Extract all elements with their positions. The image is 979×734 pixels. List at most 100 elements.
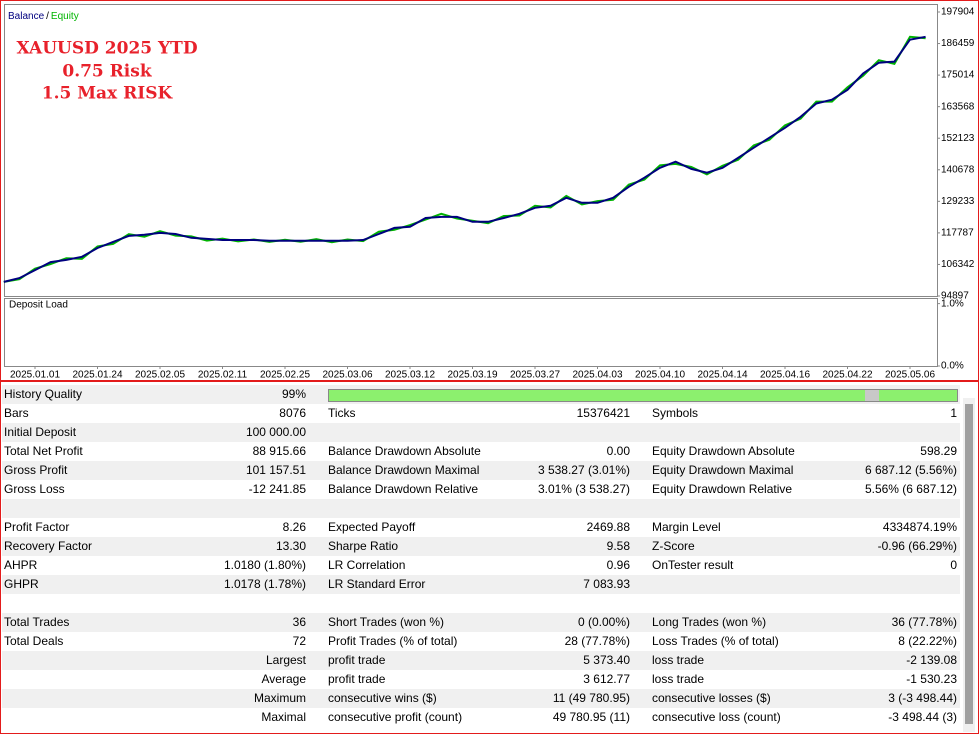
table-cell: 49 780.95 (11) — [552, 710, 630, 724]
table-row: AHPR 1.0180 (1.80%) LR Correlation 0.96 OnTe… — [2, 556, 960, 575]
table-row: Total Trades 36 Short Trades (won %) 0 (0.0… — [2, 613, 960, 632]
chart: Balance / Equity XAUUSD 2025 YTD 0.75 Risk… — [0, 0, 979, 381]
deposit-panel — [4, 298, 938, 367]
table-cell: -0.96 (66.29%) — [877, 539, 957, 553]
table-cell: 5 373.40 — [583, 653, 630, 667]
table-cell: profit trade — [328, 672, 386, 686]
annotation: 0.75 Risk — [62, 62, 152, 82]
table-row: GHPR 1.0178 (1.78%) LR Standard Error 7 083… — [2, 575, 960, 594]
table-cell: 15376421 — [576, 406, 630, 420]
table-cell: Balance Drawdown Relative — [328, 482, 479, 496]
table-cell: loss trade — [652, 672, 705, 686]
legend-balance: Balance — [8, 11, 45, 22]
y-tick-label: 152123 — [941, 133, 975, 144]
x-tick-label: 2025.05.06 — [885, 370, 935, 381]
x-tick-label: 2025.03.19 — [447, 370, 497, 381]
table-cell: Gross Profit — [4, 463, 68, 477]
table-cell: 0.00 — [606, 444, 630, 458]
y-tick-label: 0.0% — [941, 361, 964, 372]
table-cell: 6 687.12 (5.56%) — [864, 463, 957, 477]
table-cell: Total Trades — [4, 615, 70, 629]
table-cell: 598.29 — [920, 444, 957, 458]
x-tick-label: 2025.01.24 — [72, 370, 122, 381]
table-row — [2, 594, 960, 613]
x-tick-label: 2025.03.12 — [385, 370, 435, 381]
table-cell: 3.01% (3 538.27) — [537, 482, 630, 496]
table-cell: 1 — [950, 406, 957, 420]
table-cell: Maximal — [261, 710, 306, 724]
table-cell: 7 083.93 — [583, 577, 630, 591]
table-cell: consecutive profit (count) — [328, 710, 463, 724]
table-row: Recovery Factor 13.30 Sharpe Ratio 9.58 Z-Sc… — [2, 537, 960, 556]
table-cell: 36 — [292, 615, 306, 629]
table-cell: 5.56% (6 687.12) — [864, 482, 957, 496]
table-cell: Expected Payoff — [328, 520, 416, 534]
table-cell: 3 612.77 — [583, 672, 630, 686]
table-cell: 100 000.00 — [245, 425, 306, 439]
table-cell: Short Trades (won %) — [328, 615, 445, 629]
table-cell: 101 157.51 — [245, 463, 306, 477]
y-tick-label: 197904 — [941, 7, 975, 18]
table-cell: Bars — [4, 406, 29, 420]
annotation: XAUUSD 2025 YTD — [16, 39, 197, 59]
table-row: Gross Profit 101 157.51 Balance Drawdown M… — [2, 461, 960, 480]
table-cell: 1.0178 (1.78%) — [223, 577, 306, 591]
x-tick-label: 2025.04.10 — [635, 370, 685, 381]
table-cell: 8 (22.22%) — [898, 634, 957, 648]
table-row: Largest profit trade 5 373.40 loss trade -2 … — [2, 651, 960, 670]
x-tick-label: 2025.04.22 — [822, 370, 872, 381]
table-cell: Total Deals — [4, 634, 64, 648]
table-row: Average profit trade 3 612.77 loss trade -1 … — [2, 670, 960, 689]
table-cell: 2469.88 — [586, 520, 630, 534]
table-cell: 9.58 — [606, 539, 630, 553]
table-row: Gross Loss -12 241.85 Balance Drawdown Rel… — [2, 480, 960, 499]
table-cell: consecutive wins ($) — [328, 691, 437, 705]
table-cell: Average — [261, 672, 306, 686]
scrollbar[interactable] — [963, 398, 975, 732]
table-cell: Total Net Profit — [4, 444, 83, 458]
table-cell: LR Correlation — [328, 558, 406, 572]
x-tick-label: 2025.04.16 — [760, 370, 810, 381]
y-tick-label: 129233 — [941, 196, 975, 207]
table-row: Initial Deposit 100 000.00 — [2, 423, 960, 442]
table-cell: Symbols — [652, 406, 699, 420]
table-cell: Loss Trades (% of total) — [652, 634, 779, 648]
x-tick-label: 2025.03.27 — [510, 370, 560, 381]
table-cell: Z-Score — [652, 539, 695, 553]
y-tick-label: 94897 — [941, 291, 969, 302]
table-cell: AHPR — [4, 558, 38, 572]
table-cell: 72 — [292, 634, 306, 648]
table-cell: -2 139.08 — [906, 653, 957, 667]
table-cell: 4334874.19% — [882, 520, 957, 534]
table-cell: Largest — [265, 653, 306, 667]
table-cell: History Quality — [4, 387, 83, 401]
table-cell: 99% — [281, 387, 306, 401]
table-cell: 3 (-3 498.44) — [888, 691, 957, 705]
table-cell: 13.30 — [275, 539, 306, 553]
quality-bar — [328, 389, 958, 402]
report: History Quality 99% Bars 8076 Ticks 15376421 S… — [0, 381, 979, 734]
table-cell: Balance Drawdown Absolute — [328, 444, 481, 458]
panel-title: Deposit Load — [9, 300, 68, 311]
table-cell: Sharpe Ratio — [328, 539, 399, 553]
table-cell: 1.0180 (1.80%) — [223, 558, 306, 572]
table-cell: Initial Deposit — [4, 425, 77, 439]
legend-sep: / — [46, 11, 49, 22]
table-cell: 8.26 — [282, 520, 306, 534]
y-tick-label: 163568 — [941, 101, 975, 112]
table-cell: profit trade — [328, 653, 386, 667]
scroll-thumb[interactable] — [965, 404, 973, 724]
table-cell: Maximum — [253, 691, 306, 705]
table-cell: Equity Drawdown Relative — [652, 482, 793, 496]
y-tick-label: 140678 — [941, 164, 975, 175]
table-cell: Ticks — [328, 406, 356, 420]
table-cell: loss trade — [652, 653, 705, 667]
table-cell: Profit Trades (% of total) — [328, 634, 458, 648]
table-cell: Equity Drawdown Absolute — [652, 444, 795, 458]
table-cell: Gross Loss — [4, 482, 65, 496]
table-cell: consecutive loss (count) — [652, 710, 781, 724]
legend: Balance / Equity — [8, 11, 79, 22]
table-cell: 0 (0.00%) — [577, 615, 630, 629]
y-tick-label: 1.0% — [941, 298, 964, 309]
